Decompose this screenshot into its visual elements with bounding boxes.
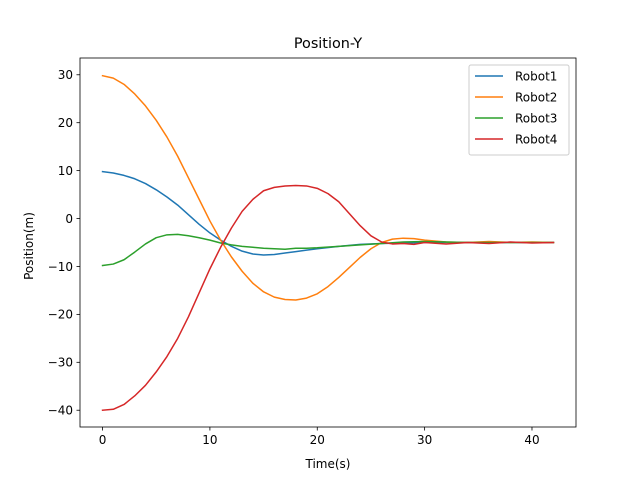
axes-frame: [79, 57, 577, 428]
x-tick-label: 30: [417, 433, 432, 447]
y-axis: −40 −30 −20 −10 0 10 20 30: [48, 68, 80, 418]
legend: Robot1 Robot2 Robot3 Robot4: [468, 64, 570, 156]
series-line-robot3: [101, 233, 555, 267]
y-tick-label: 20: [58, 116, 73, 130]
chart-title: Position-Y: [294, 36, 363, 52]
legend-label-robot4: Robot4: [515, 132, 557, 146]
legend-box: [468, 64, 570, 156]
y-tick-label: 30: [58, 68, 73, 82]
y-tick-label: −40: [48, 404, 73, 418]
x-axis: 0 10 20 30 40: [99, 427, 540, 447]
y-axis-label: Position(m): [22, 212, 36, 280]
x-axis-label: Time(s): [305, 457, 351, 471]
x-tick-label: 0: [99, 433, 107, 447]
series-line-robot2: [101, 74, 555, 301]
y-tick-label: 0: [65, 212, 73, 226]
legend-label-robot3: Robot3: [515, 111, 557, 125]
x-tick-label: 40: [524, 433, 539, 447]
x-tick-label: 10: [202, 433, 217, 447]
plot-area: [79, 57, 577, 428]
y-tick-label: −10: [48, 260, 73, 274]
y-tick-label: 10: [58, 164, 73, 178]
series-line-robot4: [101, 184, 555, 412]
y-tick-label: −20: [48, 308, 73, 322]
y-tick-label: −30: [48, 356, 73, 370]
legend-label-robot2: Robot2: [515, 90, 557, 104]
x-tick-label: 20: [310, 433, 325, 447]
legend-label-robot1: Robot1: [515, 69, 557, 83]
